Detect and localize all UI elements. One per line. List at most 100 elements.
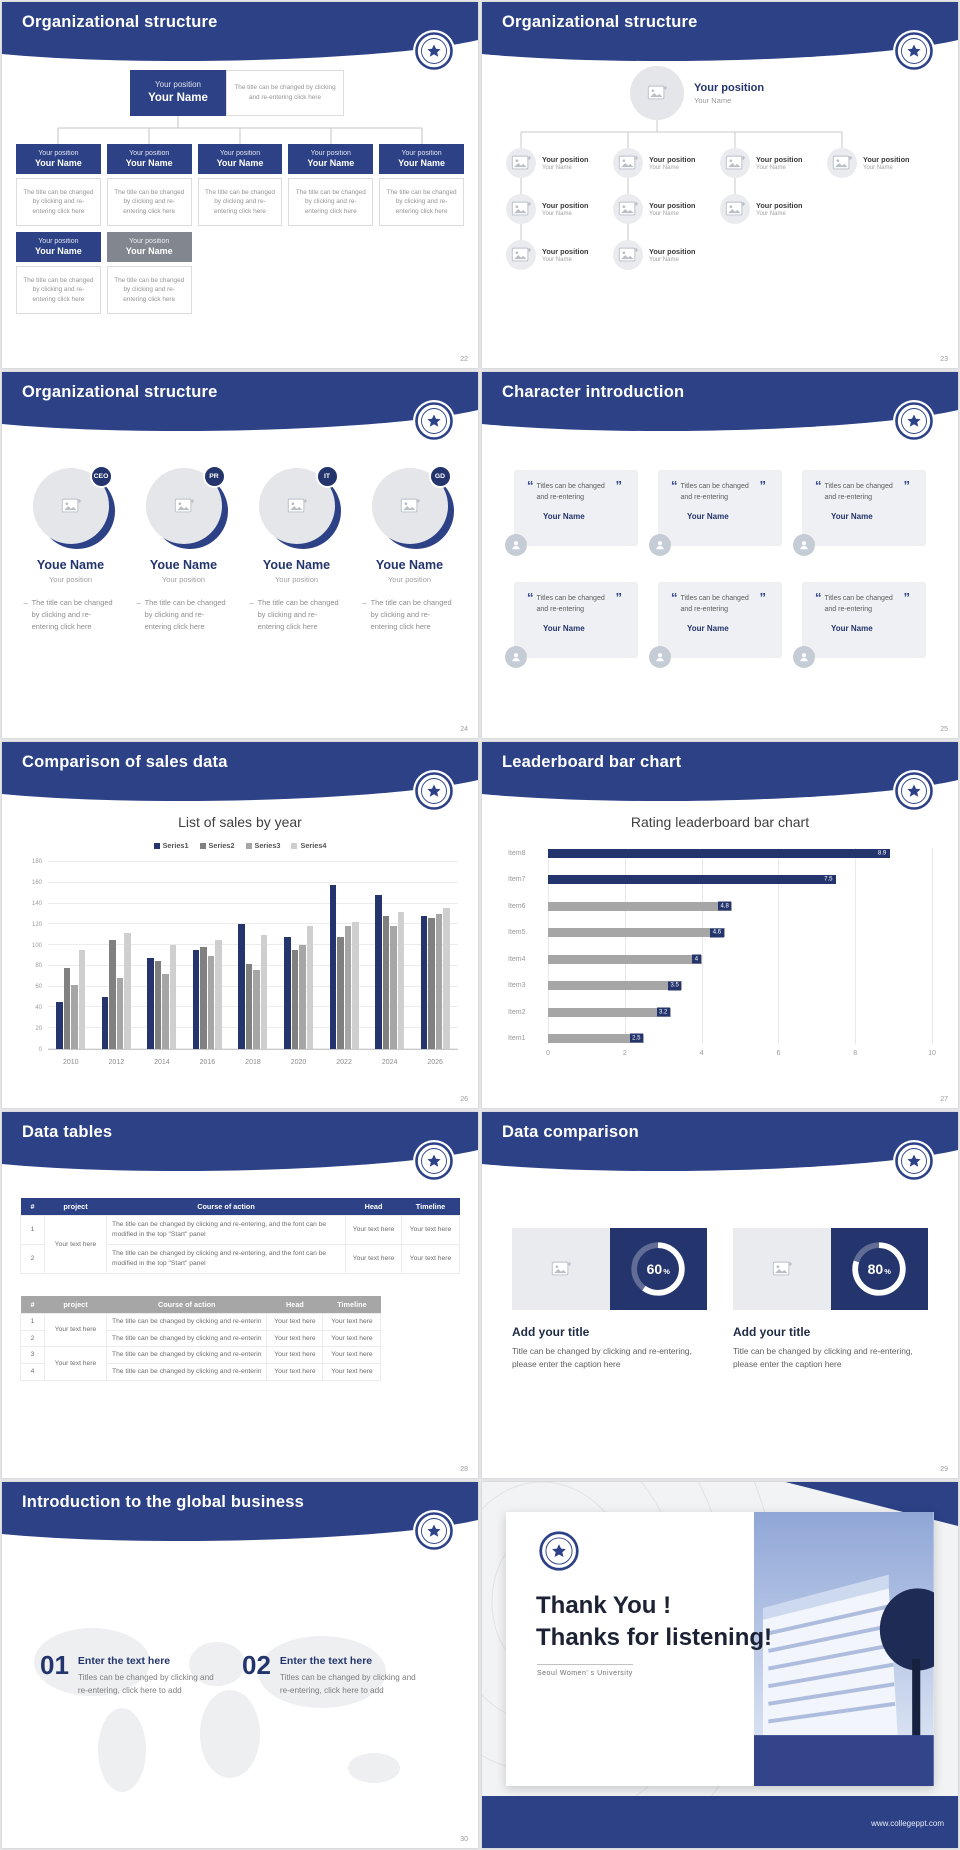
x-axis-tick: 2014: [154, 1059, 170, 1066]
org-node: Your position Your Name The title can be c…: [16, 232, 101, 314]
legend-item: Series3: [245, 841, 281, 850]
close-quote-icon: ”: [903, 478, 911, 493]
grid-line: [48, 881, 458, 883]
footer-band: [482, 1796, 958, 1848]
member-name: Youe Name: [262, 558, 331, 572]
bar: [162, 974, 169, 1049]
leaderboard-row: Item3 3.5: [508, 980, 932, 991]
table-cell: The title can be changed by clicking and…: [105, 1363, 268, 1381]
grid-line: [48, 902, 458, 904]
quote-card: “Titles can be changed and re-entering” Y…: [505, 582, 638, 668]
item-heading: Enter the text here: [279, 1655, 373, 1667]
bar: 4.6: [548, 928, 725, 938]
bar: [260, 934, 268, 1049]
slide-title: Data tables: [22, 1123, 113, 1141]
university-seal-icon: [892, 769, 936, 813]
progress-ring: [852, 1242, 906, 1296]
y-axis-tick: 0: [38, 1047, 42, 1053]
table-cell: 2: [20, 1244, 45, 1274]
legend-label: Series2: [208, 841, 235, 850]
org-row-2: Your position Your Name The title can be c…: [16, 232, 192, 314]
table-cell: Your text here: [401, 1244, 460, 1274]
slide-25: Character introduction “Titles can be ch…: [482, 372, 958, 738]
table-cell: Your text here: [266, 1346, 324, 1365]
legend-label: Series3: [254, 841, 281, 850]
table-header-cell: #: [20, 1296, 45, 1314]
university-seal-icon: [892, 399, 936, 443]
table-cell: Your text here: [266, 1329, 324, 1348]
bar: [375, 895, 382, 1049]
value-label: 7.5: [824, 876, 833, 883]
banner-wave: [2, 1112, 478, 1172]
table-header-cell: Head: [266, 1296, 323, 1314]
bar-track: 7.5: [548, 875, 932, 885]
progress-ring: [631, 1242, 685, 1296]
person-avatar-icon: [505, 534, 527, 556]
bar: [382, 916, 390, 1049]
bar: [215, 939, 222, 1049]
org-node: Your position Your Name The title can be c…: [16, 144, 101, 226]
grid-line: [855, 848, 857, 1044]
slide-29: Data comparison 60% Add your title Title…: [482, 1112, 958, 1478]
university-seal-icon: [412, 29, 456, 73]
banner-wave: [2, 742, 478, 802]
bar: [101, 997, 109, 1049]
university-seal-icon: [892, 29, 936, 73]
grid-line: [48, 1006, 458, 1008]
bar: [147, 957, 154, 1049]
bar: [306, 926, 313, 1049]
slide-title: Character introduction: [502, 383, 685, 401]
bar: [253, 970, 260, 1049]
page-number: 27: [940, 1096, 948, 1103]
x-axis-tick: 2: [622, 1050, 627, 1057]
bar: [154, 960, 162, 1049]
slide-28: Data tables # project Course of action H…: [2, 1112, 478, 1478]
table-header-cell: Timeline: [401, 1198, 460, 1216]
table-cell: Your text here: [322, 1346, 382, 1365]
y-axis-tick: 80: [35, 963, 42, 970]
leaderboard-row: Item1 2.5: [508, 1033, 932, 1044]
leaderboard-row: Item7 7.5: [508, 874, 932, 885]
page-number: 28: [460, 1466, 468, 1473]
org-node: Your position Your Name The title can be c…: [106, 144, 192, 226]
bar: 7.5: [548, 875, 836, 885]
member-description: – The title can be changed by clicking an…: [249, 598, 339, 632]
numbered-item: 02 Enter the text here Titles can be cha…: [242, 1652, 420, 1697]
legend-swatch: [199, 842, 206, 849]
x-axis-tick: 2018: [245, 1059, 261, 1066]
value-label: 2.5: [629, 1033, 643, 1043]
org-node: Your position Your Name: [506, 240, 613, 270]
category-label: Item7: [508, 876, 526, 884]
bar: [344, 926, 352, 1049]
table-cell: 2: [20, 1329, 45, 1348]
campus-building-photo: [754, 1512, 934, 1786]
table-cell: Your text here: [44, 1312, 107, 1348]
slide-26: Comparison of sales data List of sales b…: [2, 742, 478, 1108]
x-axis-tick: 2010: [62, 1059, 79, 1066]
org-node: Your position Your Name: [613, 240, 720, 270]
legend-item: Series4: [291, 841, 326, 850]
panel-caption: Title can be changed by clicking and re-…: [733, 1346, 913, 1370]
university-seal-icon: [412, 399, 456, 443]
page-number: 30: [460, 1836, 468, 1843]
leaderboard-grid: [548, 848, 933, 1044]
legend-item: Series2: [199, 841, 235, 850]
bar: 4.8: [548, 901, 733, 911]
percent-label: 80%: [867, 1261, 891, 1277]
bar: [284, 936, 291, 1049]
website-url: www.collegeppt.com: [871, 1819, 944, 1828]
thank-you-card: Thank You ! Thanks for listening! Seoul …: [506, 1512, 934, 1786]
close-quote-icon: ”: [903, 590, 911, 605]
person-avatar-icon: [793, 646, 815, 668]
value-label: 3.5: [668, 981, 682, 991]
org-row-3: Your position Your Name Your position Your…: [506, 240, 934, 270]
grid-line: [932, 848, 933, 1044]
quote-card: “Titles can be changed and re-entering” Y…: [505, 470, 638, 556]
quote-cards-grid: “Titles can be changed and re-entering” Y…: [505, 470, 926, 668]
image-placeholder-icon: [630, 66, 684, 120]
quote-card: “Titles can be changed and re-entering” Y…: [793, 582, 926, 668]
member-description: – The title can be changed by clicking an…: [136, 598, 226, 632]
image-placeholder-icon: [613, 148, 643, 178]
bar-track: 3.5: [548, 981, 932, 991]
close-quote-icon: ”: [759, 590, 767, 605]
